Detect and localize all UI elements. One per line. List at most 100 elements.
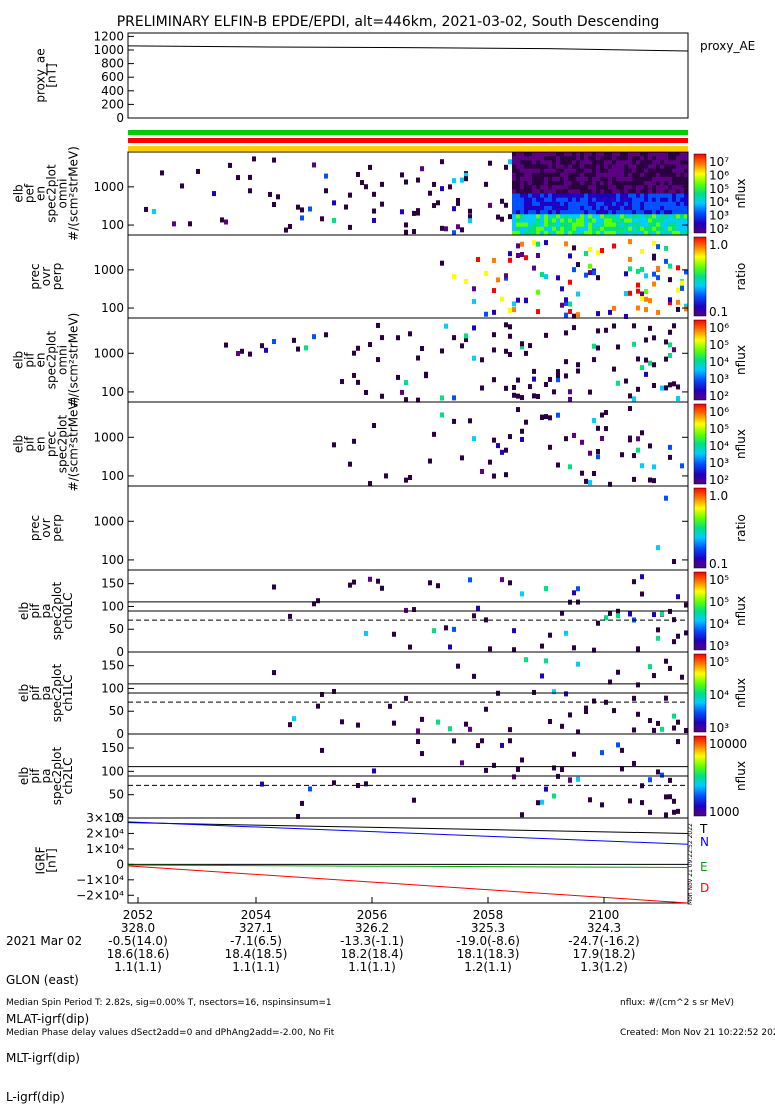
heatmap-cell [644,164,649,170]
heatmap-cell [408,644,412,650]
heatmap-cell [664,164,669,170]
heatmap-cell [656,244,660,250]
heatmap-cell [532,189,537,194]
heatmap-cell [676,594,680,600]
heatmap-cell [664,176,669,182]
heatmap-cell [608,181,613,186]
heatmap-cell [288,722,292,728]
heatmap-cell [684,205,689,211]
heatmap-cell [588,201,593,207]
heatmap-cell [624,168,629,174]
colorbar-tick-label: 10² [709,389,729,403]
heatmap-cell [540,222,545,228]
heatmap-cell [664,201,669,207]
heatmap-cell [484,767,488,773]
heatmap-cell [532,185,537,190]
heatmap-cell [520,230,525,236]
heatmap-cell [672,189,677,194]
heatmap-cell [512,210,517,215]
heatmap-cell [472,673,476,679]
heatmap-cell [552,230,557,236]
heatmap-cell [636,193,641,199]
heatmap-cell [600,176,605,182]
heatmap-cell [592,181,597,186]
heatmap-cell [612,243,616,249]
heatmap-cell [524,657,528,663]
heatmap-cell [684,306,688,312]
heatmap-cell [672,798,676,804]
heatmap-cell [640,230,645,236]
heatmap-cell [684,230,689,236]
heatmap-cell [512,647,516,653]
colorbar [693,735,707,817]
heatmap-cell [356,345,360,351]
heatmap-cell [624,271,628,277]
heatmap-cell [580,193,585,199]
heatmap-cell [644,201,649,207]
heatmap-cell [484,706,488,712]
heatmap-cell [632,181,637,186]
heatmap-cell [592,176,597,182]
heatmap-cell [572,432,576,438]
heatmap-cell [572,181,577,186]
heatmap-cell [676,299,680,305]
heatmap-cell [552,164,557,170]
heatmap-cell [640,248,644,254]
heatmap-cell [664,230,669,236]
heatmap-cell [532,164,537,170]
heatmap-cell [600,248,604,254]
heatmap-cell [612,176,617,182]
heatmap-cell [668,172,673,178]
heatmap-cell [524,210,529,215]
heatmap-cell [648,181,653,186]
heatmap-cell [552,185,557,190]
heatmap-cell [648,718,652,724]
heatmap-cell [628,197,633,203]
heatmap-cell [512,185,517,190]
heatmap-cell [496,214,500,220]
heatmap-cell [520,168,525,174]
heatmap-cell [496,277,500,283]
heatmap-cell [544,168,549,174]
heatmap-cell [512,226,517,232]
heatmap-cell [428,190,432,196]
heatmap-cell [564,168,569,174]
heatmap-cell [656,545,660,551]
heatmap-cell [648,189,653,194]
heatmap-cell [540,164,545,170]
heatmap-cells [224,322,680,403]
heatmap-cell [624,185,629,190]
heatmap-cell [612,205,617,211]
heatmap-cell [588,226,593,232]
colorbar-tick-label: 1000 [709,805,740,819]
heatmap-cell [536,214,541,219]
heatmap-cell [512,205,517,211]
heatmap-cell [668,226,673,232]
heatmap-cell [664,185,669,190]
heatmap-cell [652,240,656,246]
heatmap-cell [560,172,565,178]
colorbar-tick-label: 10⁵ [709,573,729,587]
heatmap-cell [316,703,320,709]
heatmap-cell [588,222,593,228]
colorbar [693,653,707,733]
heatmap-cell [332,217,336,223]
heatmap-cell [532,193,537,199]
heatmap-cell [568,176,573,182]
heatmap-cell [536,205,541,211]
heatmap-cell [588,156,593,161]
heatmap-cell [644,337,648,343]
heatmap-cell [668,218,673,224]
heatmap-cell [624,214,629,219]
heatmap-cell [640,189,645,194]
heatmap-cell [596,164,601,170]
heatmap-cell [560,160,565,165]
heatmap-cell [472,436,476,442]
heatmap-cell [636,185,641,190]
heatmap-cell [644,222,649,228]
heatmap-cell [536,210,541,215]
heatmap-cell [616,197,621,203]
heatmap-cell [652,210,657,215]
heatmap-cell [608,185,613,190]
heatmap-cell [408,331,412,337]
